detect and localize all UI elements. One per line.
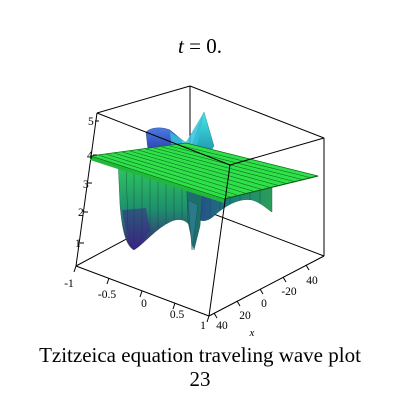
y-axis: -1 -0.5 0 0.5 1	[64, 265, 210, 332]
plane-thickness	[90, 156, 224, 203]
surface-plot: t = 0.	[64, 34, 325, 339]
z-tick-5: 5	[88, 116, 94, 128]
z-axis: 5 4 3 2 1	[75, 116, 99, 250]
x-tick-1: 40	[216, 320, 228, 332]
x-axis-label: x	[249, 327, 255, 339]
y-tick-neg1: -1	[64, 278, 74, 290]
x-tick-4: -20	[281, 286, 297, 298]
z-tick-3: 3	[83, 179, 89, 191]
surface-front-shade	[122, 208, 150, 250]
y-tick-1: 1	[200, 320, 206, 332]
z-tick-2: 2	[78, 207, 84, 219]
x-tick-5: 40	[306, 275, 318, 287]
ridge-cyan	[170, 112, 204, 150]
surface-spike-down	[187, 199, 199, 251]
x-tick-2: 20	[239, 310, 251, 322]
x-axis: 40 20 0 -20 40 x	[213, 264, 318, 339]
x-tick-3: 0	[261, 298, 267, 310]
title-variable: t	[178, 34, 185, 58]
plane-right-edge	[223, 175, 319, 200]
bounding-box-front	[75, 112, 325, 317]
y-tick-0-5: 0.5	[170, 309, 185, 321]
z-tick-4: 4	[87, 150, 93, 162]
caption-line-2: 23	[189, 367, 211, 391]
z-tick-1: 1	[75, 238, 81, 250]
title-value: = 0.	[184, 34, 222, 58]
caption-line-1: Tzitzeica equation traveling wave plot	[39, 343, 361, 367]
y-tick-neg0-5: -0.5	[98, 289, 116, 301]
y-tick-0: 0	[141, 298, 147, 310]
chart-title: t = 0.	[178, 34, 222, 58]
